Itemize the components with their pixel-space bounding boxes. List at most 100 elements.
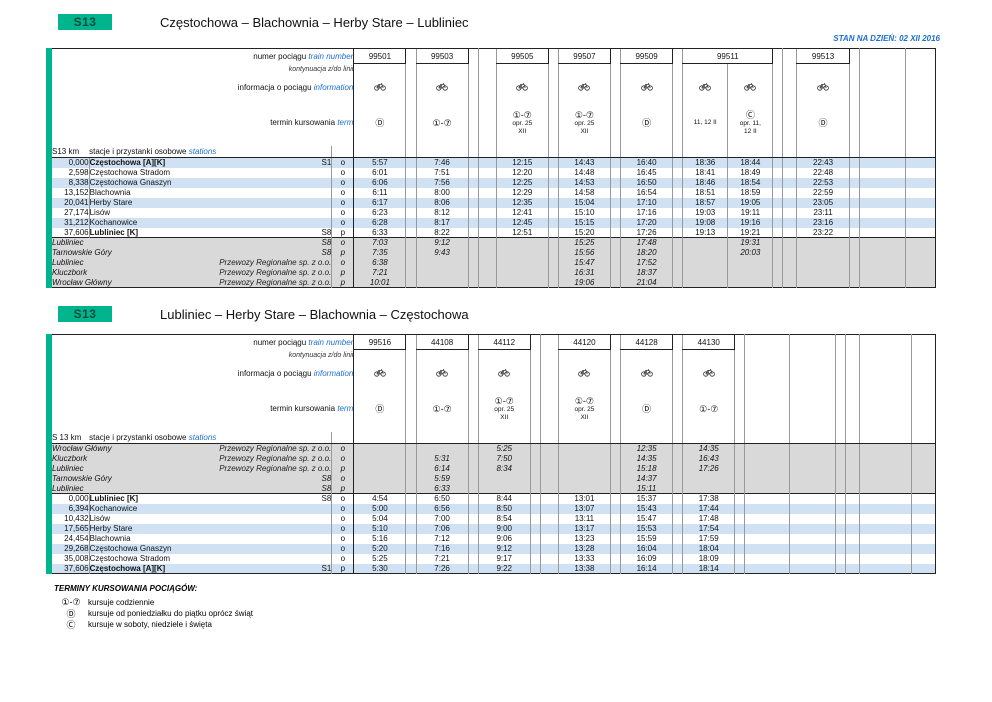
term-cell: Ⓓ [620, 385, 673, 432]
time-cell [415, 443, 469, 454]
time-cell [467, 217, 479, 228]
section-outbound: S13 Częstochowa – Blachownia – Herby Sta… [46, 12, 940, 288]
km-value: 29,268 [49, 543, 90, 554]
time-cell [609, 267, 621, 278]
time-cell [539, 483, 559, 494]
empty-cell [620, 349, 673, 362]
time-cell: 17:10 [620, 197, 673, 208]
time-cell [415, 257, 469, 268]
connection-row: Wrocław Główny Przewozy Regionalne sp. z … [49, 277, 936, 288]
empty-cell [672, 63, 683, 76]
time-cell [405, 277, 416, 288]
time-cell [405, 217, 416, 228]
empty-cell [782, 99, 797, 146]
empty-cell [609, 334, 621, 350]
time-cell [529, 553, 541, 564]
empty-cell [405, 99, 416, 146]
legend-text: kursuje w soboty, niedziele i święta [88, 620, 212, 629]
line-connection-badge: S8 [321, 483, 332, 493]
time-cell [789, 473, 836, 484]
time-cell [405, 453, 416, 464]
empty-cell [744, 334, 790, 350]
time-cell [789, 553, 836, 564]
time-cell: 6:06 [353, 177, 406, 188]
time-cell [734, 493, 745, 504]
time-cell: 17:26 [682, 463, 735, 474]
time-cell [858, 187, 906, 198]
station-row: 0,000 Częstochowa [A][K] S1 o 5:57 7:46 12:15 1… [49, 157, 936, 168]
empty-cell [672, 48, 683, 64]
time-cell [834, 483, 846, 494]
empty-cell [772, 145, 783, 158]
time-cell [682, 247, 728, 258]
empty-cell [353, 63, 406, 76]
time-cell [547, 207, 559, 218]
time-cell: 8:22 [415, 227, 469, 238]
time-cell [858, 453, 912, 464]
km-value: 37,606 [49, 227, 90, 238]
time-cell [672, 267, 683, 278]
time-cell [744, 553, 790, 564]
time-cell [672, 237, 683, 248]
empty-cell [910, 385, 936, 432]
time-cell: 19:08 [682, 217, 728, 228]
bike-cell [620, 75, 673, 100]
empty-cell [529, 334, 541, 350]
time-cell [539, 463, 559, 474]
station-row: 2,598 Częstochowa Stradom o 6:01 7:51 12:20 14… [49, 167, 936, 178]
legend-text: kursuje od poniedziałku do piątku oprócz… [88, 609, 253, 618]
time-cell [682, 237, 728, 248]
time-cell: 18:37 [620, 267, 673, 278]
time-cell [910, 513, 936, 524]
time-cell [782, 227, 797, 238]
empty-cell [467, 145, 479, 158]
time-cell [910, 553, 936, 564]
empty-cell [609, 48, 621, 64]
station-name: Wrocław Główny Przewozy Regionalne sp. z … [49, 277, 332, 288]
time-cell [796, 267, 850, 278]
empty-cell [734, 385, 745, 432]
legend: TERMINY KURSOWANIA POCIĄGÓW: ①-⑦ kursuje… [54, 584, 940, 630]
arrival-departure-indicator: o [331, 187, 355, 198]
empty-cell [529, 349, 541, 362]
km-value: 6,394 [49, 503, 90, 514]
time-cell [858, 523, 912, 534]
empty-cell [858, 385, 912, 432]
time-cell [734, 533, 745, 544]
km-value: 17,565 [49, 523, 90, 534]
time-cell [782, 267, 797, 278]
train-number: 99516 [353, 334, 407, 350]
time-cell [789, 523, 836, 534]
time-cell: 8:12 [415, 207, 469, 218]
station-row: 31,212 Kochanowice o 6:28 8:17 12:45 15:15 17:2… [49, 217, 936, 228]
time-cell [529, 443, 541, 454]
bike-cell [415, 75, 469, 100]
km-value: 27,174 [49, 207, 90, 218]
time-cell [557, 453, 611, 464]
time-cell: 18:04 [682, 543, 735, 554]
station-row: 37,606 Lubliniec [K] S8 p 6:33 8:22 12:51 15:20… [49, 227, 936, 238]
time-cell: 17:52 [620, 257, 673, 268]
time-cell [467, 167, 479, 178]
time-cell [467, 177, 479, 188]
empty-cell [672, 349, 683, 362]
empty-cell [858, 145, 906, 158]
time-cell [547, 217, 559, 228]
time-cell: 14:37 [620, 473, 673, 484]
time-cell [467, 553, 479, 564]
time-cell [789, 513, 836, 524]
time-cell: 5:30 [353, 563, 406, 574]
time-cell [772, 257, 783, 268]
time-cell [772, 177, 783, 188]
time-cell: 17:48 [620, 237, 673, 248]
empty-cell [734, 334, 745, 350]
empty-cell [539, 431, 559, 444]
time-cell [910, 463, 936, 474]
time-cell: 17:26 [620, 227, 673, 238]
km-value: 20,041 [49, 197, 90, 208]
time-cell: 18:09 [682, 553, 735, 564]
empty-cell [796, 145, 850, 158]
time-cell: 7:50 [477, 453, 531, 464]
time-cell: 5:00 [353, 503, 406, 514]
time-cell [467, 267, 479, 278]
